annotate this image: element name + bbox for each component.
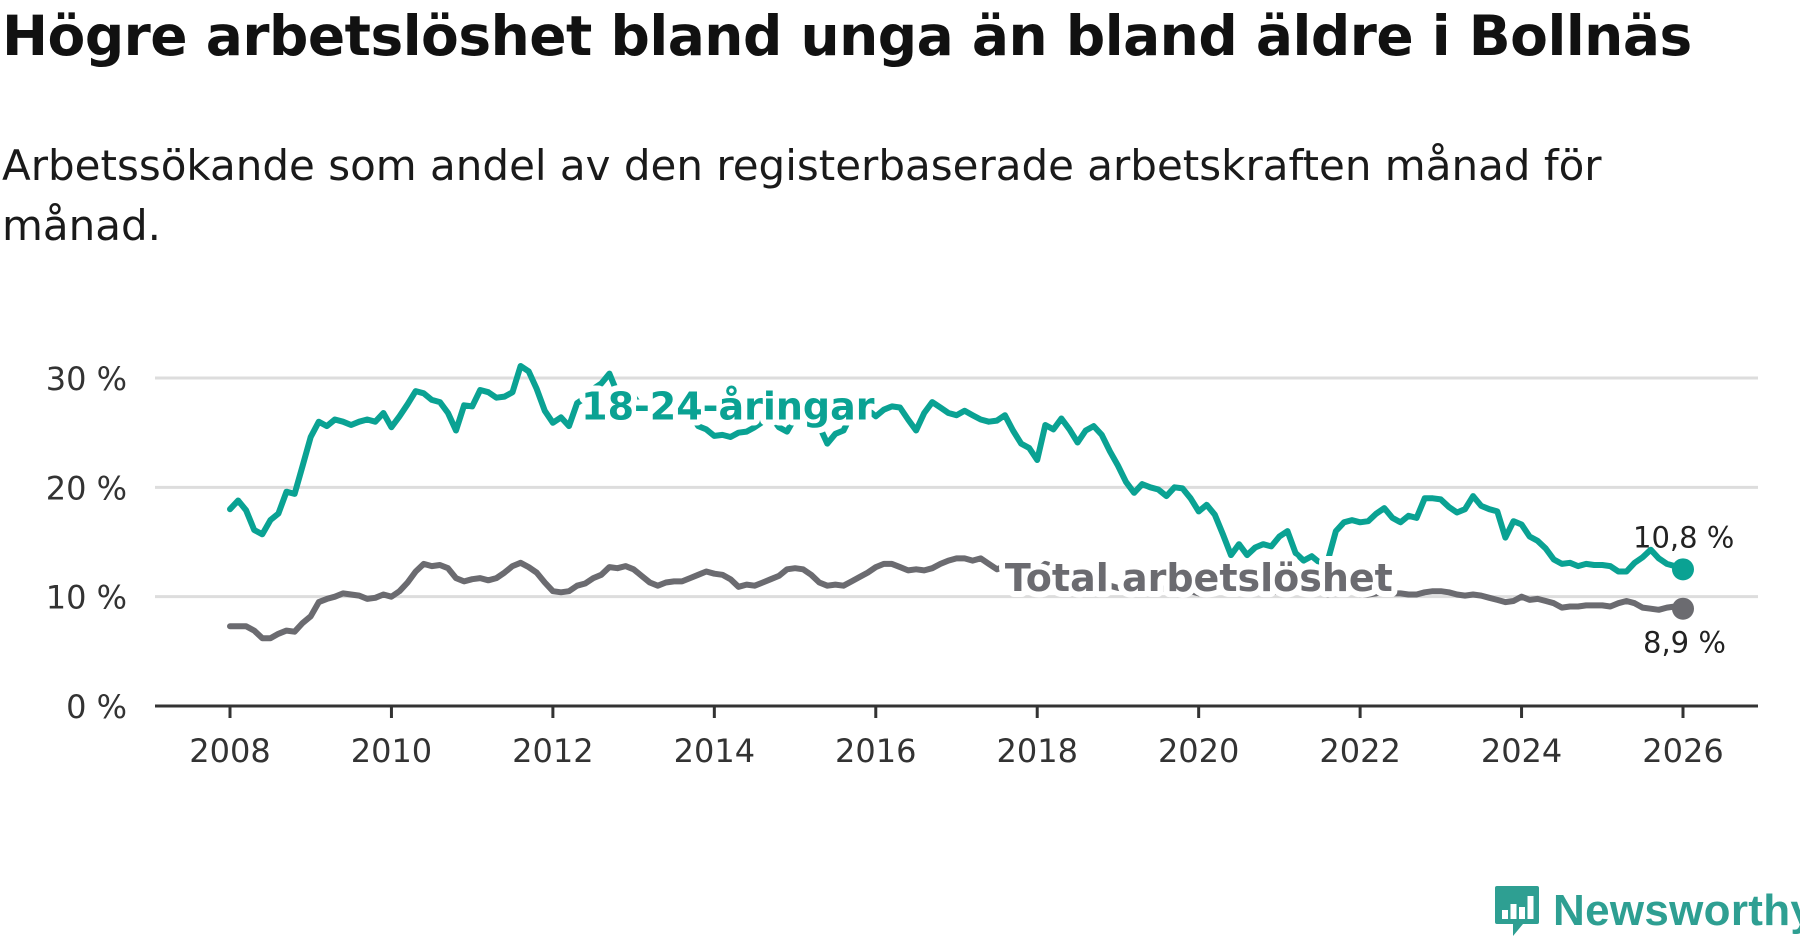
series-lines [227, 363, 1694, 642]
y-tick-label: 10 % [46, 579, 127, 617]
x-tick-label: 2010 [351, 732, 432, 770]
x-tick-label: 2014 [674, 732, 755, 770]
x-tick-label: 2016 [835, 732, 916, 770]
series-end-point [1672, 558, 1694, 581]
y-tick-label: 30 % [46, 360, 127, 398]
x-tick-label: 2020 [1158, 732, 1239, 770]
axes: 0 % 10 % 20 % 30 % 2008 2010 2012 2014 2016 2018 2… [46, 360, 1758, 770]
chart-title: Högre arbetslöshet bland unga än bland ä… [2, 4, 1692, 68]
y-tick-label: 0 % [66, 688, 127, 726]
newsworthy-brand: Newsworthy [1493, 884, 1800, 938]
x-tick-label: 2012 [512, 732, 593, 770]
series-line-total [227, 555, 1686, 642]
series-end-point [1672, 597, 1694, 620]
x-tick-label: 2026 [1642, 732, 1723, 770]
x-tick-label: 2022 [1319, 732, 1400, 770]
line-chart: 0 % 10 % 20 % 30 % 2008 2010 2012 2014 2016 2018 2… [46, 360, 1758, 770]
brand-name: Newsworthy [1553, 886, 1800, 935]
chart-subtitle: Arbetssökande som andel av den registerb… [2, 141, 1602, 250]
x-tick-label: 2018 [997, 732, 1078, 770]
series-label-total: Total arbetslöshet [1005, 556, 1393, 600]
end-label-total: 8,9 % [1643, 626, 1726, 660]
grid-lines [155, 376, 1758, 599]
y-tick-label: 20 % [46, 469, 127, 507]
newsworthy-logo-icon [1495, 886, 1539, 936]
x-tick-label: 2024 [1481, 732, 1562, 770]
series-label-youth: 18-24-åringar [581, 385, 875, 429]
series-line-youth [227, 363, 1686, 575]
end-label-youth: 10,8 % [1633, 520, 1734, 554]
series-labels: 18-24-åringar Total arbetslöshet 10,8 % 8,9… [575, 379, 1734, 660]
x-tick-label: 2008 [189, 732, 270, 770]
